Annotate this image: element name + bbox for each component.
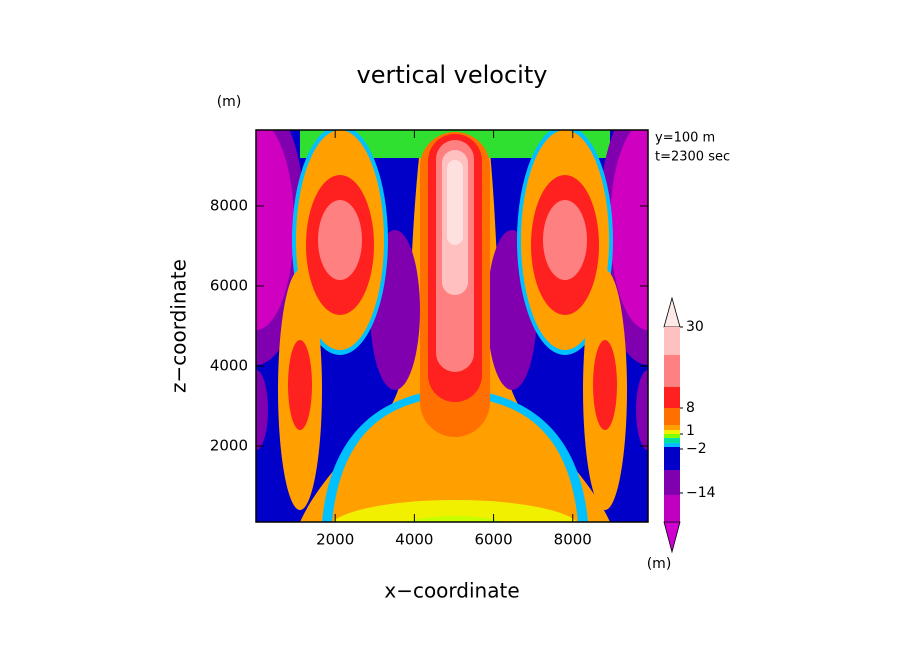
colorbar-tick-label: 8 [686, 400, 695, 416]
contour-field [256, 130, 648, 522]
colorbar-band [664, 425, 680, 430]
y-tick-label: 6000 [210, 277, 248, 295]
y-tick-label: 4000 [210, 357, 248, 375]
chart-title: vertical velocity [357, 61, 548, 89]
x-axis-label: x−coordinate [384, 579, 519, 603]
colorbar-tick-label: −2 [686, 441, 707, 457]
colorbar-band [664, 447, 680, 470]
colorbar-cap [663, 296, 681, 328]
x-tick-label: 6000 [474, 531, 512, 549]
y-unit: (m) [217, 94, 242, 110]
colorbar-band [664, 408, 680, 425]
y-tick-label: 8000 [210, 197, 248, 215]
plot-frame [255, 129, 649, 523]
x-tick-label: 2000 [316, 531, 354, 549]
colorbar-tick-label: 1 [686, 423, 695, 439]
colorbar-band [664, 470, 680, 495]
colorbar-band [664, 387, 680, 408]
colorbar-band [664, 443, 680, 447]
colorbar-cap [663, 521, 681, 554]
colorbar-unit: (m) [647, 556, 672, 572]
annotation: y=100 m [655, 131, 715, 146]
colorbar-band [664, 355, 680, 387]
colorbar-band [664, 327, 680, 355]
colorbar-tick-label: −14 [686, 485, 716, 501]
y-tick-label: 2000 [210, 437, 248, 455]
y-axis-label: z−coordinate [167, 259, 191, 393]
x-tick-label: 8000 [554, 531, 592, 549]
colorbar-tick-label: 30 [686, 319, 704, 335]
colorbar-band [664, 438, 680, 443]
x-tick-label: 4000 [395, 531, 433, 549]
colorbar-band [664, 434, 680, 438]
annotation: t=2300 sec [655, 150, 730, 165]
colorbar-band [664, 430, 680, 434]
colorbar-band [664, 495, 680, 522]
